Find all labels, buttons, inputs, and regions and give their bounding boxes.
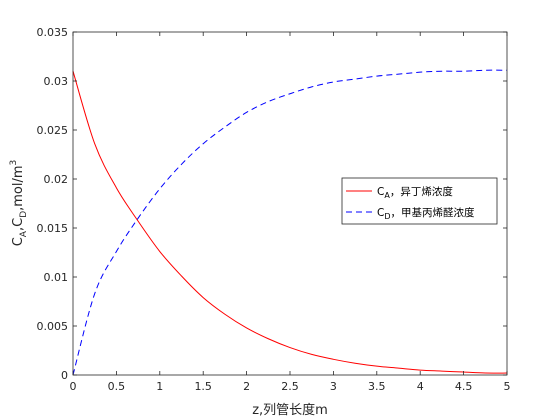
legend-cd-sub: D [384,212,390,221]
legend-ca-sub: A [384,191,390,200]
y-tick-label: 0.01 [44,271,69,284]
series-layer [72,69,508,376]
legend-label-cd: CD，甲基丙烯醛浓度 [377,206,475,221]
y-axis-label: CA,CD,mol/m3 [9,160,29,247]
ticks-layer: 0 0.5 1 1.5 2 2.5 3 3.5 4 4.5 5 0 0.005 0.01 0.015 0.02… [37,26,511,393]
x-tick-label: 0.5 [108,380,126,393]
y-label-sep: , [11,227,26,231]
y-label-c2: C [11,218,26,227]
y-label-c1: C [11,237,26,246]
x-tick-label: 1.5 [194,380,212,393]
y-tick-label: 0.005 [37,320,69,333]
series-line-ca [72,71,508,374]
y-tick-label: 0.02 [44,173,69,186]
y-label-sup: 3 [9,160,19,166]
x-tick-label: 5 [504,380,511,393]
series-line-cd [72,69,508,376]
y-label-sub-a: A [19,230,29,237]
legend-cd-suffix: ，甲基丙烯醛浓度 [391,206,475,219]
y-label-unit: ,mol/m [11,165,26,210]
legend-box [341,177,498,225]
y-label-sub-d: D [19,211,29,218]
y-tick-label: 0.035 [37,26,69,39]
x-tick-label: 2 [243,380,250,393]
y-tick-label: 0.015 [37,222,69,235]
x-tick-label: 4 [417,380,424,393]
legend-ca-main: C [377,186,384,198]
x-tick-label: 3.5 [368,380,386,393]
x-tick-label: 1 [156,380,163,393]
legend: CA，异丁烯浓度 CD，甲基丙烯醛浓度 [341,177,498,225]
x-tick-label: 3 [330,380,337,393]
y-tick-label: 0.025 [37,124,69,137]
x-tick-label: 2.5 [281,380,299,393]
x-tick-label: 4.5 [455,380,473,393]
legend-ca-suffix: ，异丁烯浓度 [390,185,453,198]
legend-label-ca: CA，异丁烯浓度 [377,185,453,200]
x-axis-label: z,列管长度m [252,402,328,418]
y-tick-label: 0.03 [44,75,69,88]
legend-cd-main: C [377,207,384,219]
x-tick-label: 0 [70,380,77,393]
y-tick-label: 0 [61,369,68,382]
